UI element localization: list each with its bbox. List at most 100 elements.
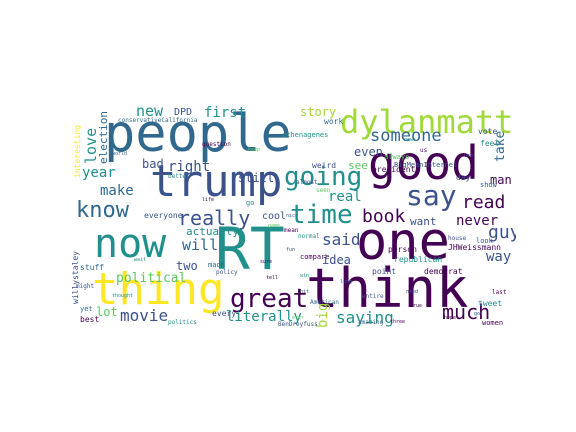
word: American [310, 299, 339, 306]
word: real [328, 189, 362, 205]
word: almost [296, 179, 318, 186]
word: vote [478, 127, 498, 136]
word: conservativeCalifornia [118, 117, 198, 124]
word: use [464, 153, 474, 159]
word: question [202, 141, 231, 148]
word: thing [92, 264, 225, 315]
word: last [492, 289, 507, 296]
word: go [246, 199, 255, 207]
word: two [176, 259, 198, 273]
word: RT [215, 215, 285, 283]
word: politics [168, 319, 197, 326]
word: feel [480, 139, 500, 148]
word: fun [286, 247, 296, 253]
word: bad [142, 157, 164, 171]
word: BigMeanInternet [394, 161, 458, 169]
word: said [322, 230, 361, 249]
word: policy [216, 269, 238, 276]
word: compare [300, 253, 330, 261]
word: know [76, 198, 129, 223]
word: still [238, 171, 275, 185]
word: people [104, 104, 292, 164]
word: made [208, 261, 225, 269]
word: actually [186, 225, 239, 238]
word: someone [370, 126, 442, 146]
word: think [306, 257, 469, 320]
word: might [76, 283, 95, 290]
word: new [136, 104, 164, 120]
word: book [362, 206, 406, 227]
word: entire [362, 293, 384, 300]
word: willystaley [72, 251, 80, 304]
word: life [202, 197, 215, 203]
word: news [404, 137, 417, 143]
word: best [80, 315, 100, 324]
word: democrat [424, 267, 463, 276]
word: women [482, 319, 504, 327]
word: election [97, 111, 110, 164]
word: even [354, 145, 383, 159]
word: stuff [80, 263, 105, 272]
word: person [388, 245, 417, 254]
word: really [178, 206, 251, 230]
word: tweet [478, 299, 503, 308]
word: sure [260, 259, 273, 265]
word: time [290, 200, 353, 230]
word: BenDreyfuss [278, 321, 318, 328]
word: saying [336, 308, 394, 327]
word: better [168, 173, 190, 180]
word: win [300, 273, 310, 279]
word: idea [322, 253, 351, 267]
word: tell [266, 275, 279, 281]
word: every [212, 309, 237, 318]
word: thought [112, 293, 134, 299]
word: JHWeissmann [448, 243, 501, 252]
word: hope [444, 315, 457, 321]
word: will [182, 236, 219, 254]
word: going [284, 162, 363, 192]
word: part [178, 147, 191, 153]
word: athenagenes [282, 131, 329, 139]
word: nice [286, 213, 299, 219]
word: one [356, 212, 450, 272]
word: now [94, 221, 167, 267]
word: always [384, 153, 410, 161]
word: three [390, 319, 406, 325]
word: point [372, 267, 397, 276]
word: movie [120, 306, 169, 325]
word: DPD [174, 107, 193, 118]
word: weird [312, 161, 337, 170]
word: look [476, 237, 493, 245]
word: year [82, 165, 116, 181]
word: make [100, 183, 134, 199]
word: work [324, 117, 344, 126]
word-cloud: RT people think one good trump thing now… [72, 104, 516, 330]
word: guy [488, 222, 516, 243]
word: mean [284, 227, 299, 234]
word: literally [226, 309, 302, 325]
word: story [300, 105, 337, 119]
word: got [474, 311, 484, 317]
word: true [410, 303, 423, 309]
word: political [116, 271, 187, 286]
word: seen [316, 187, 331, 194]
word: cool [262, 211, 287, 222]
word: us [420, 147, 428, 154]
word: never [456, 213, 499, 229]
word: way [486, 249, 512, 265]
word: see [348, 159, 368, 172]
word: want [410, 215, 437, 228]
word: ever [292, 315, 305, 321]
word: world [112, 151, 128, 157]
word: say [406, 179, 457, 212]
word: big [315, 302, 331, 328]
word: much [442, 300, 491, 324]
word: trump [150, 156, 283, 207]
word: everyone [144, 211, 183, 220]
word: amazing [358, 319, 384, 326]
word: yet [80, 305, 93, 313]
word: dylanmatt [340, 104, 514, 141]
word: wait [134, 257, 147, 263]
word: good [368, 136, 479, 190]
word: lot [96, 305, 118, 319]
